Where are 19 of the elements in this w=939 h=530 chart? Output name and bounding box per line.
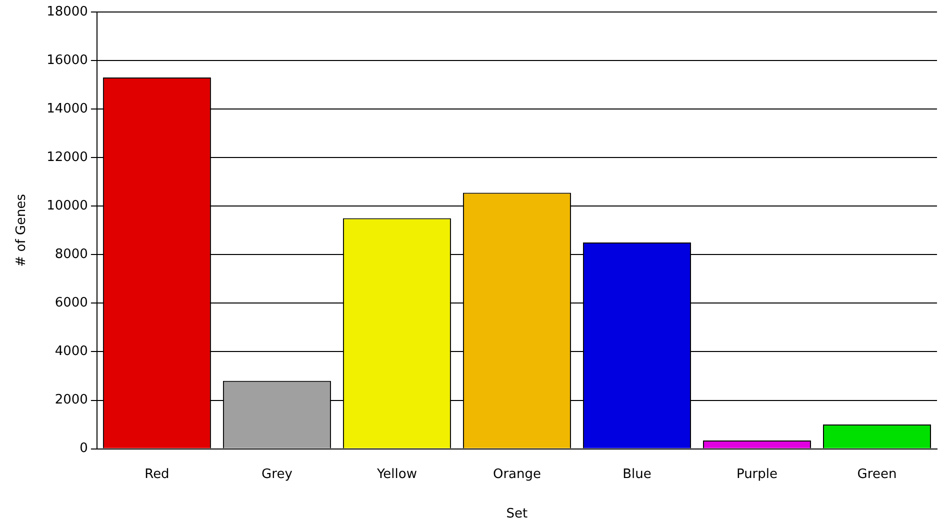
x-tick-label: Yellow bbox=[376, 466, 418, 482]
y-tick-label: 0 bbox=[80, 441, 88, 456]
x-tick-label: Orange bbox=[492, 466, 541, 482]
y-tick-label: 6000 bbox=[54, 296, 88, 311]
y-tick-label: 14000 bbox=[46, 101, 88, 116]
x-tick-label: Grey bbox=[262, 466, 293, 482]
x-tick-label: Blue bbox=[622, 466, 652, 482]
y-tick-label: 10000 bbox=[46, 198, 88, 214]
x-tick-label: Green bbox=[857, 466, 897, 482]
y-axis-title: # of Genes bbox=[14, 194, 30, 267]
y-tick-label: 18000 bbox=[46, 4, 88, 20]
x-tick-label: Red bbox=[144, 466, 170, 482]
y-tick-label: 4000 bbox=[54, 344, 88, 360]
y-tick-label: 12000 bbox=[46, 150, 88, 165]
y-tick-label: 8000 bbox=[54, 247, 88, 262]
x-tick-label: Purple bbox=[736, 466, 778, 482]
y-tick-label: 16000 bbox=[46, 52, 88, 68]
x-axis-title: Set bbox=[506, 506, 528, 522]
y-tick-label: 2000 bbox=[54, 392, 88, 408]
